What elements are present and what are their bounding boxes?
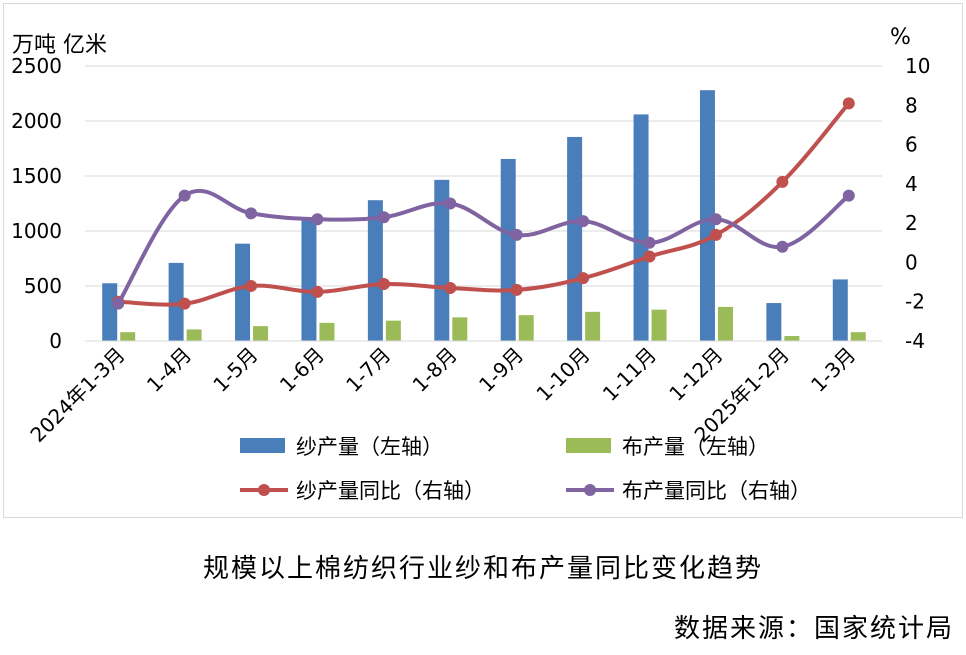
left-axis-tick-label: 500 xyxy=(24,274,62,298)
point-cloth-yoy xyxy=(709,213,722,226)
x-axis-category-label: 1-12月 xyxy=(664,343,727,406)
x-axis-category-label: 2024年1-3月 xyxy=(25,343,129,447)
point-cloth-yoy xyxy=(444,197,457,210)
right-axis-tick-label: -4 xyxy=(905,329,925,353)
legend-label: 纱产量（左轴） xyxy=(296,435,443,459)
right-axis-unit-label: % xyxy=(890,25,911,50)
line-cloth-yoy xyxy=(116,188,851,305)
bar-yarn-output xyxy=(301,220,317,341)
point-yarn-yoy xyxy=(842,97,855,110)
point-cloth-yoy xyxy=(178,189,191,202)
bar-cloth-output xyxy=(784,336,800,341)
bar-yarn-output xyxy=(367,200,383,341)
bar-yarn-output xyxy=(168,262,184,341)
bar-cloth-output xyxy=(319,322,335,341)
point-cloth-yoy xyxy=(377,211,390,224)
point-yarn-yoy xyxy=(776,175,789,188)
left-axis-tick-label: 0 xyxy=(49,329,62,353)
right-axis-tick-label: 0 xyxy=(905,250,918,274)
bar-cloth-output xyxy=(253,326,269,341)
point-cloth-yoy xyxy=(112,297,125,310)
left-axis-tick-label: 1500 xyxy=(11,164,62,188)
point-cloth-yoy xyxy=(510,228,523,241)
x-axis-category-label: 1-10月 xyxy=(531,343,594,406)
point-yarn-yoy xyxy=(643,250,656,263)
right-axis-tick-label: 6 xyxy=(905,133,918,157)
x-axis-category-label: 1-5月 xyxy=(208,343,262,397)
left-axis-tick-label: 2000 xyxy=(11,109,62,133)
bar-cloth-output xyxy=(120,332,136,341)
point-cloth-yoy xyxy=(776,240,789,253)
legend-swatch xyxy=(566,438,611,453)
left-axis-tick-label: 1000 xyxy=(11,219,62,243)
chart-svg: 0 500 1000 1500 2000 2500 -4 -2 0 2 4 6 8 10 万吨 亿米 % 202… xyxy=(11,25,930,503)
point-cloth-yoy xyxy=(245,207,258,220)
point-yarn-yoy xyxy=(444,281,457,294)
x-axis-category-label: 1-9月 xyxy=(474,343,528,397)
point-yarn-yoy xyxy=(311,285,324,298)
bar-cloth-output xyxy=(385,320,401,341)
legend-marker xyxy=(584,484,596,496)
point-yarn-yoy xyxy=(709,228,722,241)
right-axis-tick-label: 10 xyxy=(905,54,930,78)
legend-marker xyxy=(258,484,270,496)
bar-cloth-output xyxy=(850,332,866,341)
point-yarn-yoy xyxy=(245,280,258,292)
bar-yarn-output xyxy=(633,114,649,342)
bar-yarn-output xyxy=(567,136,583,341)
bar-yarn-output xyxy=(832,279,848,341)
x-axis-category-label: 1-11月 xyxy=(598,343,661,406)
x-axis-category-label: 1-8月 xyxy=(408,343,462,397)
bar-cloth-output xyxy=(651,309,667,341)
x-axis-category-label: 1-4月 xyxy=(142,343,196,397)
point-yarn-yoy xyxy=(577,272,590,285)
bar-yarn-output xyxy=(766,303,782,341)
x-axis-category-label: 1-3月 xyxy=(806,343,860,397)
bar-cloth-output xyxy=(186,329,202,341)
right-axis-tick-label: 4 xyxy=(905,172,918,196)
data-source-note: 数据来源：国家统计局 xyxy=(673,614,954,644)
right-axis-tick-label: 8 xyxy=(905,93,918,117)
x-axis-category-label: 1-7月 xyxy=(341,343,395,397)
bar-cloth-output xyxy=(585,311,601,341)
bar-yarn-output xyxy=(434,179,450,341)
point-cloth-yoy xyxy=(577,215,590,228)
left-axis-unit-label: 万吨 亿米 xyxy=(12,33,107,58)
bar-cloth-output xyxy=(518,315,534,341)
left-axis-tick-label: 2500 xyxy=(11,54,62,78)
point-yarn-yoy xyxy=(178,297,191,310)
point-cloth-yoy xyxy=(842,189,855,202)
bar-yarn-output xyxy=(500,158,516,341)
legend-swatch xyxy=(240,438,285,453)
bar-yarn-output xyxy=(102,283,118,341)
figure-caption: 规模以上棉纺织行业纱和布产量同比变化趋势 xyxy=(202,554,763,584)
point-cloth-yoy xyxy=(311,213,324,226)
right-axis-tick-label: 2 xyxy=(905,211,918,235)
point-cloth-yoy xyxy=(643,236,656,249)
bar-yarn-output xyxy=(235,243,251,341)
legend-label: 布产量同比（右轴） xyxy=(622,479,811,503)
right-axis-tick-label: -2 xyxy=(905,290,925,314)
point-yarn-yoy xyxy=(377,278,390,291)
bar-cloth-output xyxy=(452,317,468,341)
legend-label: 纱产量同比（右轴） xyxy=(296,479,485,503)
bar-cloth-output xyxy=(717,306,733,341)
point-yarn-yoy xyxy=(510,283,523,296)
legend-label: 布产量（左轴） xyxy=(622,435,769,459)
bar-yarn-output xyxy=(699,90,715,341)
x-axis-category-label: 1-6月 xyxy=(275,343,329,397)
chart-area xyxy=(3,3,963,518)
